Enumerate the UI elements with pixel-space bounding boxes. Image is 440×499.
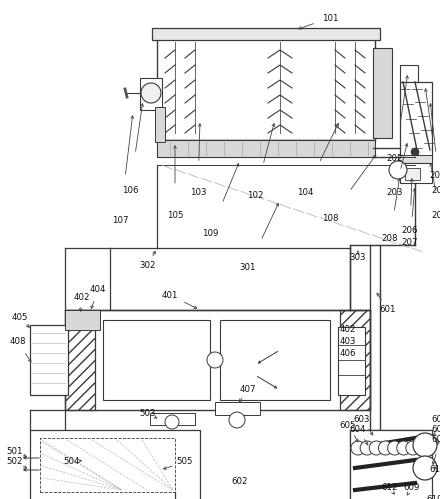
Text: 301: 301	[240, 263, 256, 272]
Bar	[155, 107, 165, 142]
Circle shape	[369, 441, 383, 455]
Text: 603: 603	[354, 416, 370, 425]
Text: 502: 502	[7, 458, 23, 467]
Circle shape	[413, 433, 437, 457]
Text: 609: 609	[404, 484, 420, 493]
Circle shape	[141, 83, 161, 103]
Circle shape	[229, 412, 245, 428]
Text: 103: 103	[190, 188, 206, 197]
Text: 401: 401	[162, 290, 178, 299]
Bar	[157, 140, 375, 157]
Text: 106: 106	[122, 186, 138, 195]
Circle shape	[415, 441, 429, 455]
Text: 202: 202	[387, 154, 403, 163]
Bar	[150, 413, 195, 425]
Text: 207: 207	[402, 238, 418, 247]
Circle shape	[388, 441, 402, 455]
Text: 406: 406	[340, 349, 356, 358]
Bar	[65, 310, 100, 330]
Circle shape	[378, 441, 392, 455]
Text: 501: 501	[7, 448, 23, 457]
Bar	[103, 320, 210, 400]
Text: 608: 608	[432, 426, 440, 435]
Text: 505: 505	[177, 458, 193, 467]
Text: 102: 102	[247, 191, 263, 200]
Bar	[30, 430, 200, 499]
Bar	[398, 155, 432, 165]
Text: 206: 206	[402, 226, 418, 235]
Text: 208: 208	[382, 234, 398, 243]
Text: 504: 504	[64, 458, 80, 467]
Bar	[400, 65, 418, 82]
Bar	[30, 325, 68, 395]
Text: 610: 610	[427, 496, 440, 499]
Text: 101: 101	[322, 13, 338, 22]
Text: 403: 403	[340, 337, 356, 346]
Bar	[152, 28, 380, 40]
Text: 108: 108	[322, 214, 338, 223]
Text: 107: 107	[112, 216, 128, 225]
Text: 205: 205	[432, 211, 440, 220]
Bar	[405, 168, 420, 180]
Bar	[215, 402, 260, 415]
Text: 604: 604	[350, 426, 366, 435]
Text: 303: 303	[350, 253, 366, 262]
Text: 109: 109	[202, 229, 218, 238]
Text: 607: 607	[432, 436, 440, 445]
Circle shape	[351, 441, 365, 455]
Bar	[350, 430, 430, 499]
Circle shape	[389, 161, 407, 179]
Text: 404: 404	[90, 285, 106, 294]
Text: 602: 602	[232, 478, 248, 487]
Bar	[340, 310, 370, 410]
Text: 408: 408	[10, 337, 26, 346]
Circle shape	[360, 441, 374, 455]
Text: 407: 407	[240, 386, 256, 395]
Bar	[350, 430, 432, 499]
Circle shape	[413, 456, 437, 480]
Bar	[400, 163, 432, 183]
Bar	[40, 438, 175, 492]
Text: 601: 601	[380, 305, 396, 314]
Text: 402: 402	[74, 293, 90, 302]
Text: 503: 503	[140, 409, 156, 418]
Text: 611: 611	[430, 466, 440, 475]
Circle shape	[406, 441, 420, 455]
Text: 606: 606	[432, 416, 440, 425]
Text: 302: 302	[140, 260, 156, 269]
Text: 105: 105	[167, 211, 183, 220]
Text: 402: 402	[340, 325, 356, 334]
Text: 204: 204	[432, 186, 440, 195]
Circle shape	[411, 148, 419, 156]
Bar	[400, 82, 432, 160]
Text: 201: 201	[430, 171, 440, 180]
Bar	[140, 78, 162, 110]
Text: 405: 405	[12, 313, 28, 322]
Bar	[373, 48, 392, 138]
Text: 104: 104	[297, 188, 313, 197]
Bar	[157, 35, 375, 140]
Circle shape	[397, 441, 411, 455]
Bar	[65, 310, 95, 410]
Bar	[338, 327, 365, 395]
Text: 605: 605	[340, 421, 356, 430]
Text: 612: 612	[382, 484, 398, 493]
Bar	[220, 320, 330, 400]
Circle shape	[207, 352, 223, 368]
Circle shape	[165, 415, 179, 429]
Text: 203: 203	[387, 188, 403, 197]
Bar	[65, 310, 370, 410]
